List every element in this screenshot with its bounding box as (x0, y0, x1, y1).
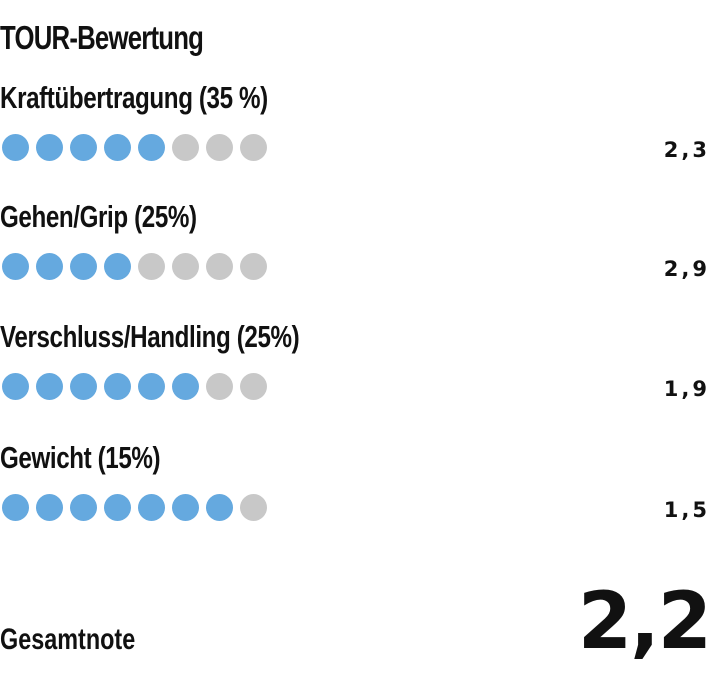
filled-dot-icon (104, 134, 131, 161)
filled-dot-icon (2, 134, 29, 161)
filled-dot-icon (36, 134, 63, 161)
filled-dot-icon (36, 494, 63, 521)
empty-dot-icon (138, 253, 165, 280)
empty-dot-icon (240, 494, 267, 521)
filled-dot-icon (2, 253, 29, 280)
filled-dot-icon (2, 494, 29, 521)
filled-dot-icon (70, 494, 97, 521)
filled-dot-icon (104, 373, 131, 400)
category-score-kraftuebertragung: 2,3 (663, 138, 710, 162)
filled-dot-icon (206, 494, 233, 521)
empty-dot-icon (240, 253, 267, 280)
empty-dot-icon (240, 134, 267, 161)
filled-dot-icon (172, 373, 199, 400)
category-score-gehen-grip: 2,9 (663, 257, 710, 281)
category-label-verschluss-handling: Verschluss/Handling (25%) (0, 319, 300, 354)
empty-dot-icon (172, 134, 199, 161)
filled-dot-icon (138, 494, 165, 521)
filled-dot-icon (172, 494, 199, 521)
rating-dots-verschluss-handling (2, 373, 267, 400)
filled-dot-icon (70, 253, 97, 280)
total-score: 2,2 (577, 577, 712, 667)
filled-dot-icon (138, 373, 165, 400)
filled-dot-icon (104, 494, 131, 521)
filled-dot-icon (36, 253, 63, 280)
filled-dot-icon (2, 373, 29, 400)
category-score-gewicht: 1,5 (663, 498, 710, 522)
filled-dot-icon (70, 134, 97, 161)
filled-dot-icon (36, 373, 63, 400)
category-label-gehen-grip: Gehen/Grip (25%) (0, 199, 197, 234)
rating-dots-gehen-grip (2, 253, 267, 280)
category-label-gewicht: Gewicht (15%) (0, 440, 161, 475)
filled-dot-icon (70, 373, 97, 400)
category-score-verschluss-handling: 1,9 (663, 377, 710, 401)
filled-dot-icon (104, 253, 131, 280)
empty-dot-icon (206, 253, 233, 280)
empty-dot-icon (240, 373, 267, 400)
rating-dots-kraftuebertragung (2, 134, 267, 161)
total-label: Gesamtnote (0, 623, 136, 656)
rating-dots-gewicht (2, 494, 267, 521)
empty-dot-icon (172, 253, 199, 280)
category-label-kraftuebertragung: Kraftübertragung (35 %) (0, 80, 268, 115)
rating-title: TOUR-Bewertung (0, 19, 204, 56)
empty-dot-icon (206, 134, 233, 161)
filled-dot-icon (138, 134, 165, 161)
empty-dot-icon (206, 373, 233, 400)
